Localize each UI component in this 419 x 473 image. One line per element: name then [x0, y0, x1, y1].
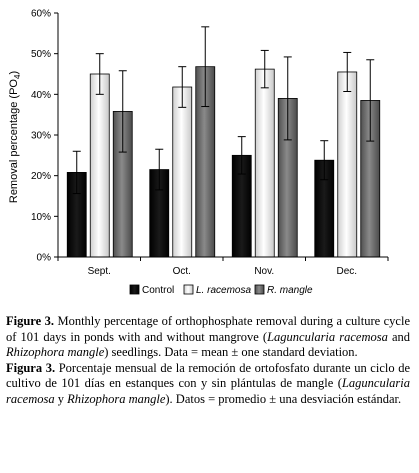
- x-tick-label: Dec.: [336, 266, 357, 277]
- caption-es-text-1: Porcentaje mensual de la remoción de ort…: [6, 360, 411, 391]
- y-tick-label: 30%: [31, 131, 51, 142]
- y-tick-label: 20%: [31, 171, 51, 182]
- caption-en-text-2: ) seedlings. Data = mean ± one standard …: [104, 345, 358, 359]
- caption-en-label: Figure 3.: [6, 314, 55, 328]
- legend-swatch: [183, 284, 194, 295]
- caption-spanish: Figura 3. Porcentaje mensual de la remoc…: [6, 361, 410, 408]
- svg-text:Removal percentage (PO4): Removal percentage (PO4): [8, 71, 22, 203]
- caption-es-and: y: [54, 391, 68, 406]
- bar-chart: Removal percentage (PO4) 0% 10% 20% 30% 40% 5…: [8, 9, 389, 296]
- x-tick-label: Sept.: [88, 266, 111, 277]
- bar-l-racemosa: [254, 68, 275, 258]
- caption-es-species-2: Rhizophora mangle: [67, 391, 166, 406]
- bar-l-racemosa: [89, 73, 110, 258]
- caption-en-and: and: [387, 329, 410, 344]
- error-bars: [72, 26, 375, 195]
- caption-en-species-1: Laguncularia racemosa: [267, 329, 388, 344]
- y-axis-ticks: 0% 10% 20% 30% 40% 50% 60%: [31, 9, 58, 264]
- caption-en-species-2: Rhizophora mangle: [6, 345, 105, 359]
- caption-english: Figure 3. Monthly percentage of orthopho…: [6, 314, 410, 361]
- x-axis-labels: Sept. Oct. Nov. Dec.: [88, 266, 357, 277]
- bars: [66, 66, 381, 258]
- legend-swatch: [254, 284, 265, 295]
- caption-es-text-2: ). Datos = promedio ± una desviación est…: [165, 391, 402, 406]
- bar-l-racemosa: [337, 71, 358, 258]
- y-tick-label: 50%: [31, 49, 51, 60]
- legend-swatch: [129, 284, 140, 295]
- y-tick-label: 40%: [31, 90, 51, 101]
- y-axis-title-subscript: 4: [13, 74, 22, 79]
- caption-es-species-1: Laguncularia racemosa: [6, 376, 410, 406]
- legend-label: L. racemosa: [196, 285, 251, 296]
- caption-es-label: Figura 3.: [6, 360, 56, 375]
- x-tick-label: Nov.: [254, 266, 274, 277]
- y-axis-title-end: ): [8, 71, 20, 75]
- axes: [57, 13, 389, 261]
- y-axis-title: Removal percentage (PO4): [8, 71, 22, 203]
- legend: Control L. racemosa R. mangle: [129, 284, 313, 296]
- y-tick-label: 10%: [31, 212, 51, 223]
- legend-label: Control: [142, 285, 174, 296]
- x-tick-label: Oct.: [173, 266, 191, 277]
- y-axis-title-main: Removal percentage (PO: [8, 79, 20, 204]
- bar-l-racemosa: [172, 86, 193, 258]
- caption-en-text-1: Monthly percentage of orthophosphate rem…: [6, 314, 410, 344]
- legend-label: R. mangle: [267, 285, 313, 296]
- y-tick-label: 0%: [37, 253, 52, 264]
- y-tick-label: 60%: [31, 9, 51, 20]
- figure-caption: Figure 3. Monthly percentage of orthopho…: [6, 314, 410, 407]
